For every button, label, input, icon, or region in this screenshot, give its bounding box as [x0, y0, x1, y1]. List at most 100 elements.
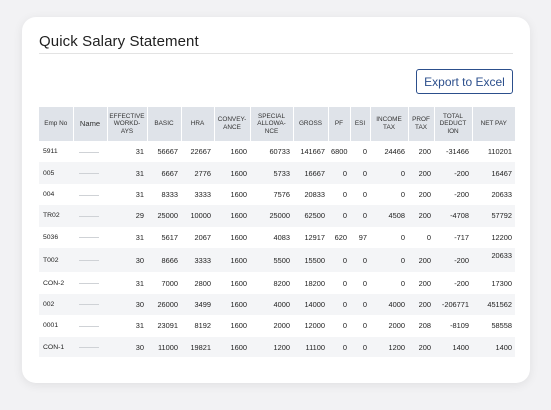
cell-esi: 0: [350, 293, 370, 316]
cell-basic: 11000: [147, 336, 181, 357]
cell-gross: 18200: [304, 278, 325, 288]
cell-pf: 6800: [331, 147, 348, 157]
column-header-gross: GROSS: [292, 107, 328, 141]
cell-hra: 2800: [194, 278, 211, 288]
cell-gross: 12000: [304, 321, 325, 331]
cell-emp-no: 5036: [43, 233, 59, 241]
cell-conveyance: 1600: [214, 293, 250, 316]
cell-net-pay: 57792: [472, 205, 515, 227]
cell-pf: 0: [328, 247, 350, 273]
salary-statement-card: Quick Salary Statement Export to Excel E…: [22, 17, 530, 383]
cell-emp-no: CON-1: [39, 336, 73, 357]
cell-conveyance: 1600: [214, 162, 250, 184]
cell-net-pay: 17300: [491, 278, 512, 288]
cell-esi: 0: [350, 205, 370, 227]
cell-conveyance: 1600: [230, 189, 247, 199]
title-divider: [39, 53, 513, 54]
cell-basic: 26000: [147, 293, 181, 316]
cell-income-tax: 1200: [370, 336, 408, 357]
redacted-name-placeholder: [79, 304, 99, 306]
cell-total-deduction: 1400: [434, 336, 472, 357]
cell-special-allowance: 7576: [273, 189, 290, 199]
table-row: 5036 31 5617 2067 1600 4083 12917 620 97 0 0 -717 12…: [39, 227, 515, 248]
cell-name: [73, 205, 107, 227]
cell-special-allowance: 1200: [250, 336, 293, 357]
table-row: T002 30 8666 3333 1600 5500 15500 0 0 0 200 -200 206…: [39, 247, 515, 273]
cell-name: [73, 184, 107, 205]
cell-gross: 14000: [293, 293, 328, 316]
cell-special-allowance: 60733: [269, 147, 290, 157]
cell-work-days: 29: [107, 205, 147, 227]
cell-prof-tax: 200: [408, 247, 434, 273]
column-header-total-deduction: TOTAL DEDUCT ION: [433, 107, 472, 141]
cell-pf: 0: [328, 336, 350, 357]
cell-emp-no: 004: [43, 190, 55, 198]
cell-pf: 0: [342, 278, 347, 288]
cell-net-pay: 110201: [487, 147, 512, 157]
table-row: CON-2 31 7000 2800 1600 8200 18200 0 0 0 200 -200 17…: [39, 272, 515, 293]
cell-prof-tax: 200: [408, 162, 434, 184]
table-row: 0001 31 23091 8192 1600 2000 12000 0 0 2000 208 -81…: [39, 315, 515, 336]
column-header-hra: HRA: [180, 107, 214, 141]
cell-hra: 3499: [181, 293, 214, 316]
redacted-name-placeholder: [79, 173, 99, 175]
redacted-name-placeholder: [79, 194, 99, 196]
cell-name: [73, 336, 107, 357]
cell-emp-no: TR02: [39, 205, 73, 227]
cell-esi: 97: [358, 232, 367, 242]
cell-esi: 0: [362, 147, 367, 157]
column-header-pf: PF: [327, 107, 350, 141]
cell-gross: 141667: [300, 147, 325, 157]
export-to-excel-button[interactable]: Export to Excel: [416, 69, 513, 94]
cell-income-tax: 0: [370, 247, 408, 273]
cell-basic: 25000: [147, 205, 181, 227]
cell-net-pay: 1400: [472, 336, 515, 357]
table-row: CON-1 30 11000 19821 1600 1200 11100 0 0 1200 200 1…: [39, 336, 515, 357]
cell-esi: 0: [362, 189, 367, 199]
cell-emp-no: T002: [39, 247, 73, 273]
cell-work-days: 31: [135, 189, 144, 199]
column-header-special-allowance: SPECIAL ALLOWA-NCE: [249, 107, 293, 141]
cell-name: [73, 162, 107, 184]
cell-work-days: 31: [135, 278, 144, 288]
cell-hra: 2776: [181, 162, 214, 184]
cell-net-pay: 20633: [491, 189, 512, 199]
cell-income-tax: 0: [400, 278, 405, 288]
cell-special-allowance: 4000: [250, 293, 293, 316]
cell-conveyance: 1600: [230, 232, 247, 242]
cell-gross: 12917: [304, 232, 325, 242]
cell-basic: 23091: [157, 321, 178, 331]
cell-esi: 0: [362, 321, 367, 331]
cell-esi: 0: [350, 162, 370, 184]
cell-emp-no: 005: [39, 162, 73, 184]
cell-special-allowance: 5733: [250, 162, 293, 184]
cell-prof-tax: 200: [418, 189, 431, 199]
cell-net-pay: 58558: [491, 321, 512, 331]
cell-total-deduction: -4708: [434, 205, 472, 227]
cell-total-deduction: -200: [434, 247, 472, 273]
cell-conveyance: 1600: [230, 147, 247, 157]
cell-prof-tax: 200: [408, 293, 434, 316]
cell-basic: 8333: [161, 189, 178, 199]
table-header-row: Emp No Name EFFECTIVE WORKD-AYS BASIC HR…: [39, 107, 515, 141]
cell-gross: 20833: [304, 189, 325, 199]
redacted-name-placeholder: [79, 215, 99, 217]
cell-hra: 2067: [194, 232, 211, 242]
column-header-prof-tax: PROF TAX: [407, 107, 434, 141]
cell-prof-tax: 200: [408, 205, 434, 227]
cell-gross: 16667: [293, 162, 328, 184]
cell-emp-no: CON-2: [43, 279, 65, 287]
cell-pf: 0: [342, 321, 347, 331]
cell-income-tax: 0: [400, 189, 405, 199]
cell-hra: 3333: [194, 189, 211, 199]
cell-work-days: 30: [107, 247, 147, 273]
cell-gross: 11100: [293, 336, 328, 357]
cell-name: [73, 315, 107, 336]
cell-income-tax: 4000: [370, 293, 408, 316]
cell-esi: 0: [350, 247, 370, 273]
cell-prof-tax: 208: [418, 321, 431, 331]
column-header-basic: BASIC: [146, 107, 181, 141]
cell-work-days: 30: [107, 293, 147, 316]
cell-basic: 7000: [161, 278, 178, 288]
cell-name: [73, 227, 107, 248]
